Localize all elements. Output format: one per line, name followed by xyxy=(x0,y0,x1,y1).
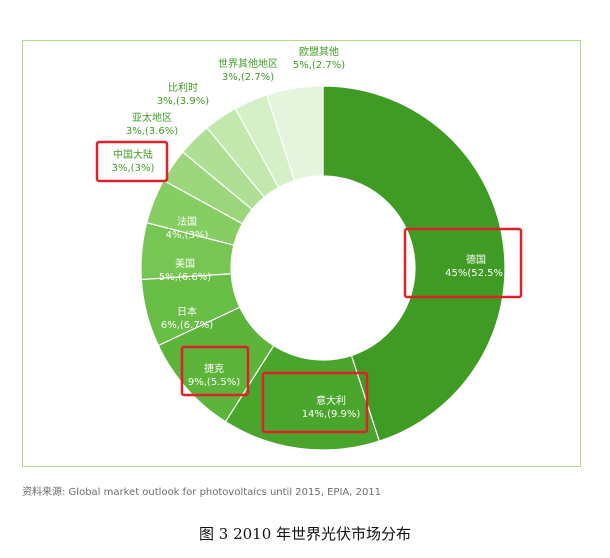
slice-value-label: 4%,(3%) xyxy=(166,230,209,241)
slice-value-label: 5%,(2.7%) xyxy=(293,60,345,71)
slice-value-label: 9%,(5.5%) xyxy=(188,377,240,388)
highlight-box xyxy=(261,371,369,434)
slice-value-label: 5%,(6.6%) xyxy=(159,272,211,283)
slice-name-label: 法国 xyxy=(177,215,197,228)
chart-frame: 德国 45%(52.5%) 意大利 14%,(9.9%) 捷克 9%,(5.5%) 日本 6%… xyxy=(22,40,581,467)
slice-name-label: 捷克 xyxy=(204,362,224,375)
slice-name-label: 亚太地区 xyxy=(132,111,172,124)
figure-caption: 图 3 2010 年世界光伏市场分布 xyxy=(198,525,412,543)
highlight-box xyxy=(403,227,523,299)
slice-name-label: 意大利 xyxy=(316,394,346,407)
donut-slices xyxy=(140,85,506,451)
slice-value-label: 6%,(6.7%) xyxy=(161,320,213,331)
slice-name-label: 美国 xyxy=(175,257,195,270)
slice-德国 xyxy=(322,85,506,442)
slice-name-label: 中国大陆 xyxy=(113,148,153,161)
slice-name-label: 欧盟其他 xyxy=(299,45,339,58)
slice-name-label: 德国 xyxy=(466,253,486,266)
slice-欧盟其他 xyxy=(266,85,324,182)
donut-chart: 德国 45%(52.5%) 意大利 14%,(9.9%) 捷克 9%,(5.5%) 日本 6%… xyxy=(95,45,523,451)
slice-labels: 德国 45%(52.5%) 意大利 14%,(9.9%) 捷克 9%,(5.5%) 日本 6%… xyxy=(95,45,523,434)
slice-value-label: 3%,(3.6%) xyxy=(126,126,178,137)
slice-name-label: 日本 xyxy=(177,305,197,318)
source-note: 资料来源: Global market outlook for photovol… xyxy=(22,487,382,498)
highlight-box xyxy=(180,345,250,397)
slice-value-label: 3%,(3%) xyxy=(112,163,155,174)
slice-name-label: 世界其他地区 xyxy=(218,57,278,70)
slice-value-label: 45%(52.5%) xyxy=(445,268,507,279)
slice-value-label: 3%,(3.9%) xyxy=(157,96,209,107)
slice-value-label: 3%,(2.7%) xyxy=(222,72,274,83)
highlight-box xyxy=(95,140,169,183)
slice-name-label: 比利时 xyxy=(168,82,198,94)
slice-value-label: 14%,(9.9%) xyxy=(302,409,361,420)
